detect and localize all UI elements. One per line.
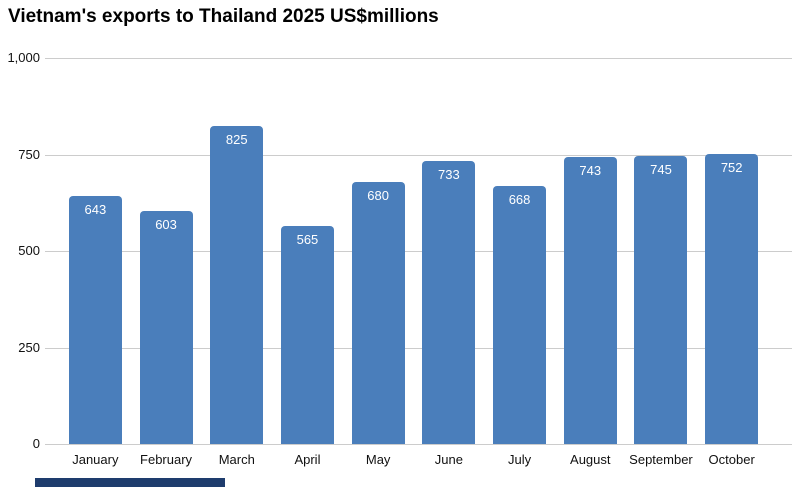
chart-title: Vietnam's exports to Thailand 2025 US$mi… [8, 6, 439, 27]
bar-slot: 733 [414, 58, 485, 444]
bar-march[interactable]: 825 [210, 126, 264, 444]
y-axis-tick-label: 250 [18, 340, 40, 355]
x-axis-label: May [365, 452, 391, 467]
gridline [45, 251, 792, 252]
x-axis-label: October [708, 452, 755, 467]
gridline [45, 155, 792, 156]
bar-slot: 668 [484, 58, 555, 444]
bar-value-label: 745 [650, 162, 672, 177]
bottom-partial-bar [35, 478, 225, 487]
y-axis-tick-label: 500 [18, 243, 40, 258]
bar-value-label: 643 [84, 202, 107, 217]
bar-slot: 680 [343, 58, 414, 444]
x-axis-label: August [570, 452, 611, 467]
y-axis-tick-label: 750 [18, 147, 40, 162]
bar-august[interactable]: 743 [563, 157, 617, 444]
x-axis-label: February [140, 452, 193, 467]
bar-value-label: 733 [438, 167, 460, 182]
bar-slot: 643 [60, 58, 131, 444]
y-axis-tick-label: 0 [32, 436, 40, 451]
plot-area: 643 603 825 565 680 733 668 743 745 752 [45, 58, 792, 445]
x-axis-label: September [629, 452, 693, 467]
x-axis-label: July [508, 452, 532, 467]
gridline [45, 444, 792, 445]
bar-slot: 752 [696, 58, 767, 444]
bar-october[interactable]: 752 [705, 154, 759, 444]
bar-value-label: 825 [225, 132, 248, 147]
bar-value-label: 752 [720, 160, 743, 175]
bar-slot: 825 [201, 58, 272, 444]
x-axis: January February March April May June July Augu… [60, 452, 767, 467]
bar-value-label: 603 [155, 217, 177, 232]
bar-february[interactable]: 603 [139, 211, 193, 444]
bar-september[interactable]: 745 [634, 156, 688, 444]
x-axis-label: June [434, 452, 463, 467]
gridline [45, 58, 792, 59]
bar-slot: 565 [272, 58, 343, 444]
bar-slot: 743 [555, 58, 626, 444]
bar-june[interactable]: 733 [422, 161, 476, 444]
bar-may[interactable]: 680 [351, 182, 405, 444]
bar-january[interactable]: 643 [68, 196, 122, 444]
x-axis-label: March [218, 452, 255, 467]
y-axis-tick-label: 1,000 [7, 50, 40, 65]
bar-july[interactable]: 668 [493, 186, 547, 444]
bar-value-label: 668 [508, 192, 531, 207]
bars-row: 643 603 825 565 680 733 668 743 745 752 [60, 58, 767, 444]
gridline [45, 348, 792, 349]
bar-slot: 745 [626, 58, 697, 444]
bar-value-label: 680 [367, 188, 389, 203]
x-axis-label: April [294, 452, 321, 467]
bar-value-label: 743 [579, 163, 602, 178]
x-axis-label: January [72, 452, 119, 467]
bar-april[interactable]: 565 [280, 226, 334, 444]
bar-value-label: 565 [296, 232, 319, 247]
bar-slot: 603 [131, 58, 202, 444]
